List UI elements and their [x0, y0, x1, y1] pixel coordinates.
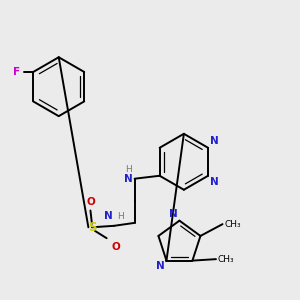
Text: N: N [156, 262, 165, 272]
Text: S: S [88, 221, 96, 234]
Text: CH₃: CH₃ [218, 255, 234, 264]
Text: N: N [210, 177, 218, 187]
Text: CH₃: CH₃ [224, 220, 241, 229]
Text: N: N [104, 212, 112, 221]
Text: H: H [125, 165, 132, 174]
Text: F: F [13, 67, 20, 77]
Text: O: O [111, 242, 120, 252]
Text: H: H [117, 212, 124, 221]
Text: N: N [210, 136, 218, 146]
Text: N: N [124, 174, 133, 184]
Text: N: N [169, 209, 178, 219]
Text: O: O [86, 197, 95, 207]
